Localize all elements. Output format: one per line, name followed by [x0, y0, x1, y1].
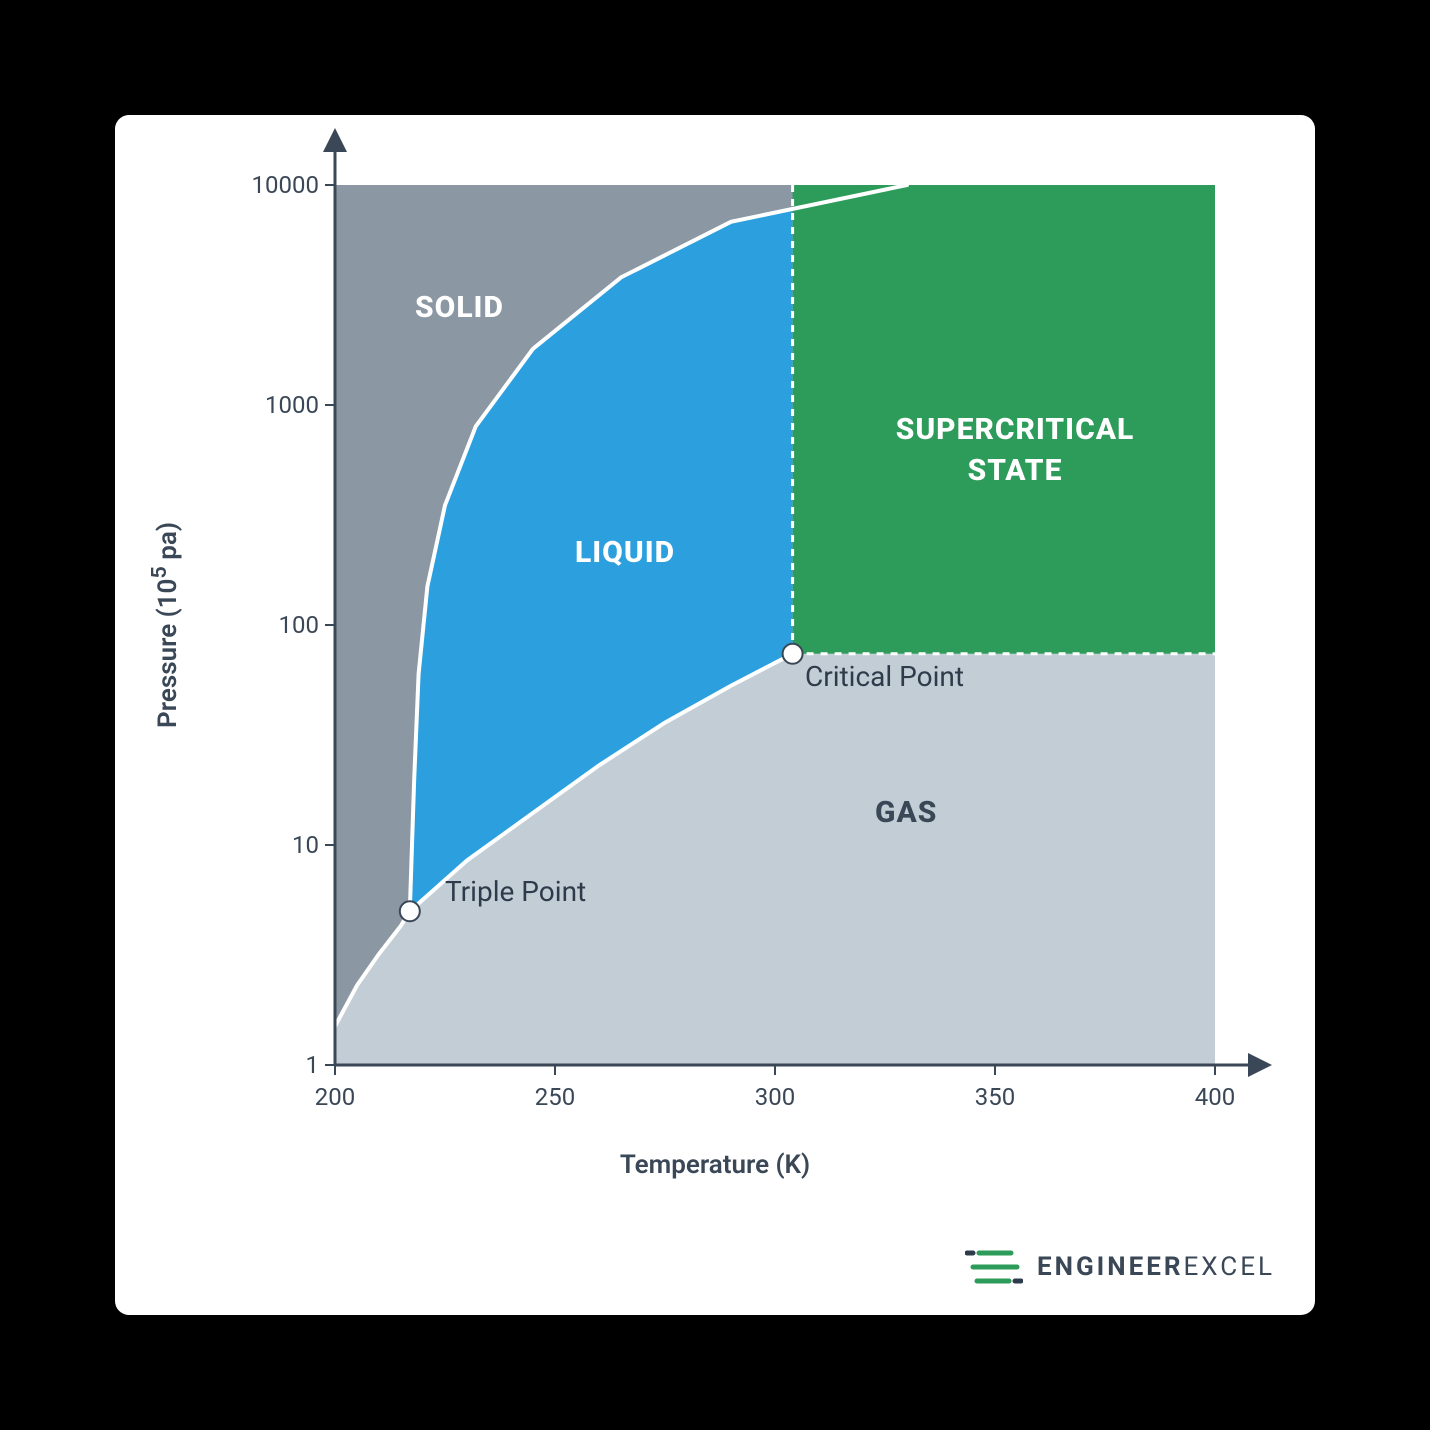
- x-axis-label: Temperature (K): [115, 1150, 1315, 1180]
- region-label-gas: GAS: [875, 795, 937, 830]
- critical-point-marker: [783, 644, 803, 664]
- x-tick-label: 400: [1185, 1083, 1245, 1111]
- triple-point-label: Triple Point: [445, 875, 586, 908]
- x-tick-label: 300: [745, 1083, 805, 1111]
- region-label-solid: SOLID: [415, 290, 504, 325]
- y-tick-label: 10000: [252, 171, 319, 199]
- critical-point-label: Critical Point: [805, 660, 964, 693]
- y-tick-label: 1000: [265, 391, 319, 419]
- y-tick-label: 10: [292, 831, 319, 859]
- x-tick-label: 200: [305, 1083, 365, 1111]
- x-tick-label: 350: [965, 1083, 1025, 1111]
- logo-mark-icon: [965, 1247, 1023, 1287]
- brand-logo: ENGINEEREXCEL: [965, 1247, 1275, 1287]
- triple-point-marker: [400, 901, 420, 921]
- region-label-supercritical: SUPERCRITICAL STATE: [855, 410, 1175, 491]
- x-tick-label: 250: [525, 1083, 585, 1111]
- y-axis-label: Pressure (105 pa): [147, 522, 183, 728]
- region-label-liquid: LIQUID: [575, 535, 675, 570]
- y-tick-label: 100: [279, 611, 319, 639]
- chart-card: SOLID LIQUID SUPERCRITICAL STATE GAS Tri…: [115, 115, 1315, 1315]
- y-tick-label: 1: [306, 1051, 320, 1079]
- logo-text: ENGINEEREXCEL: [1037, 1252, 1275, 1282]
